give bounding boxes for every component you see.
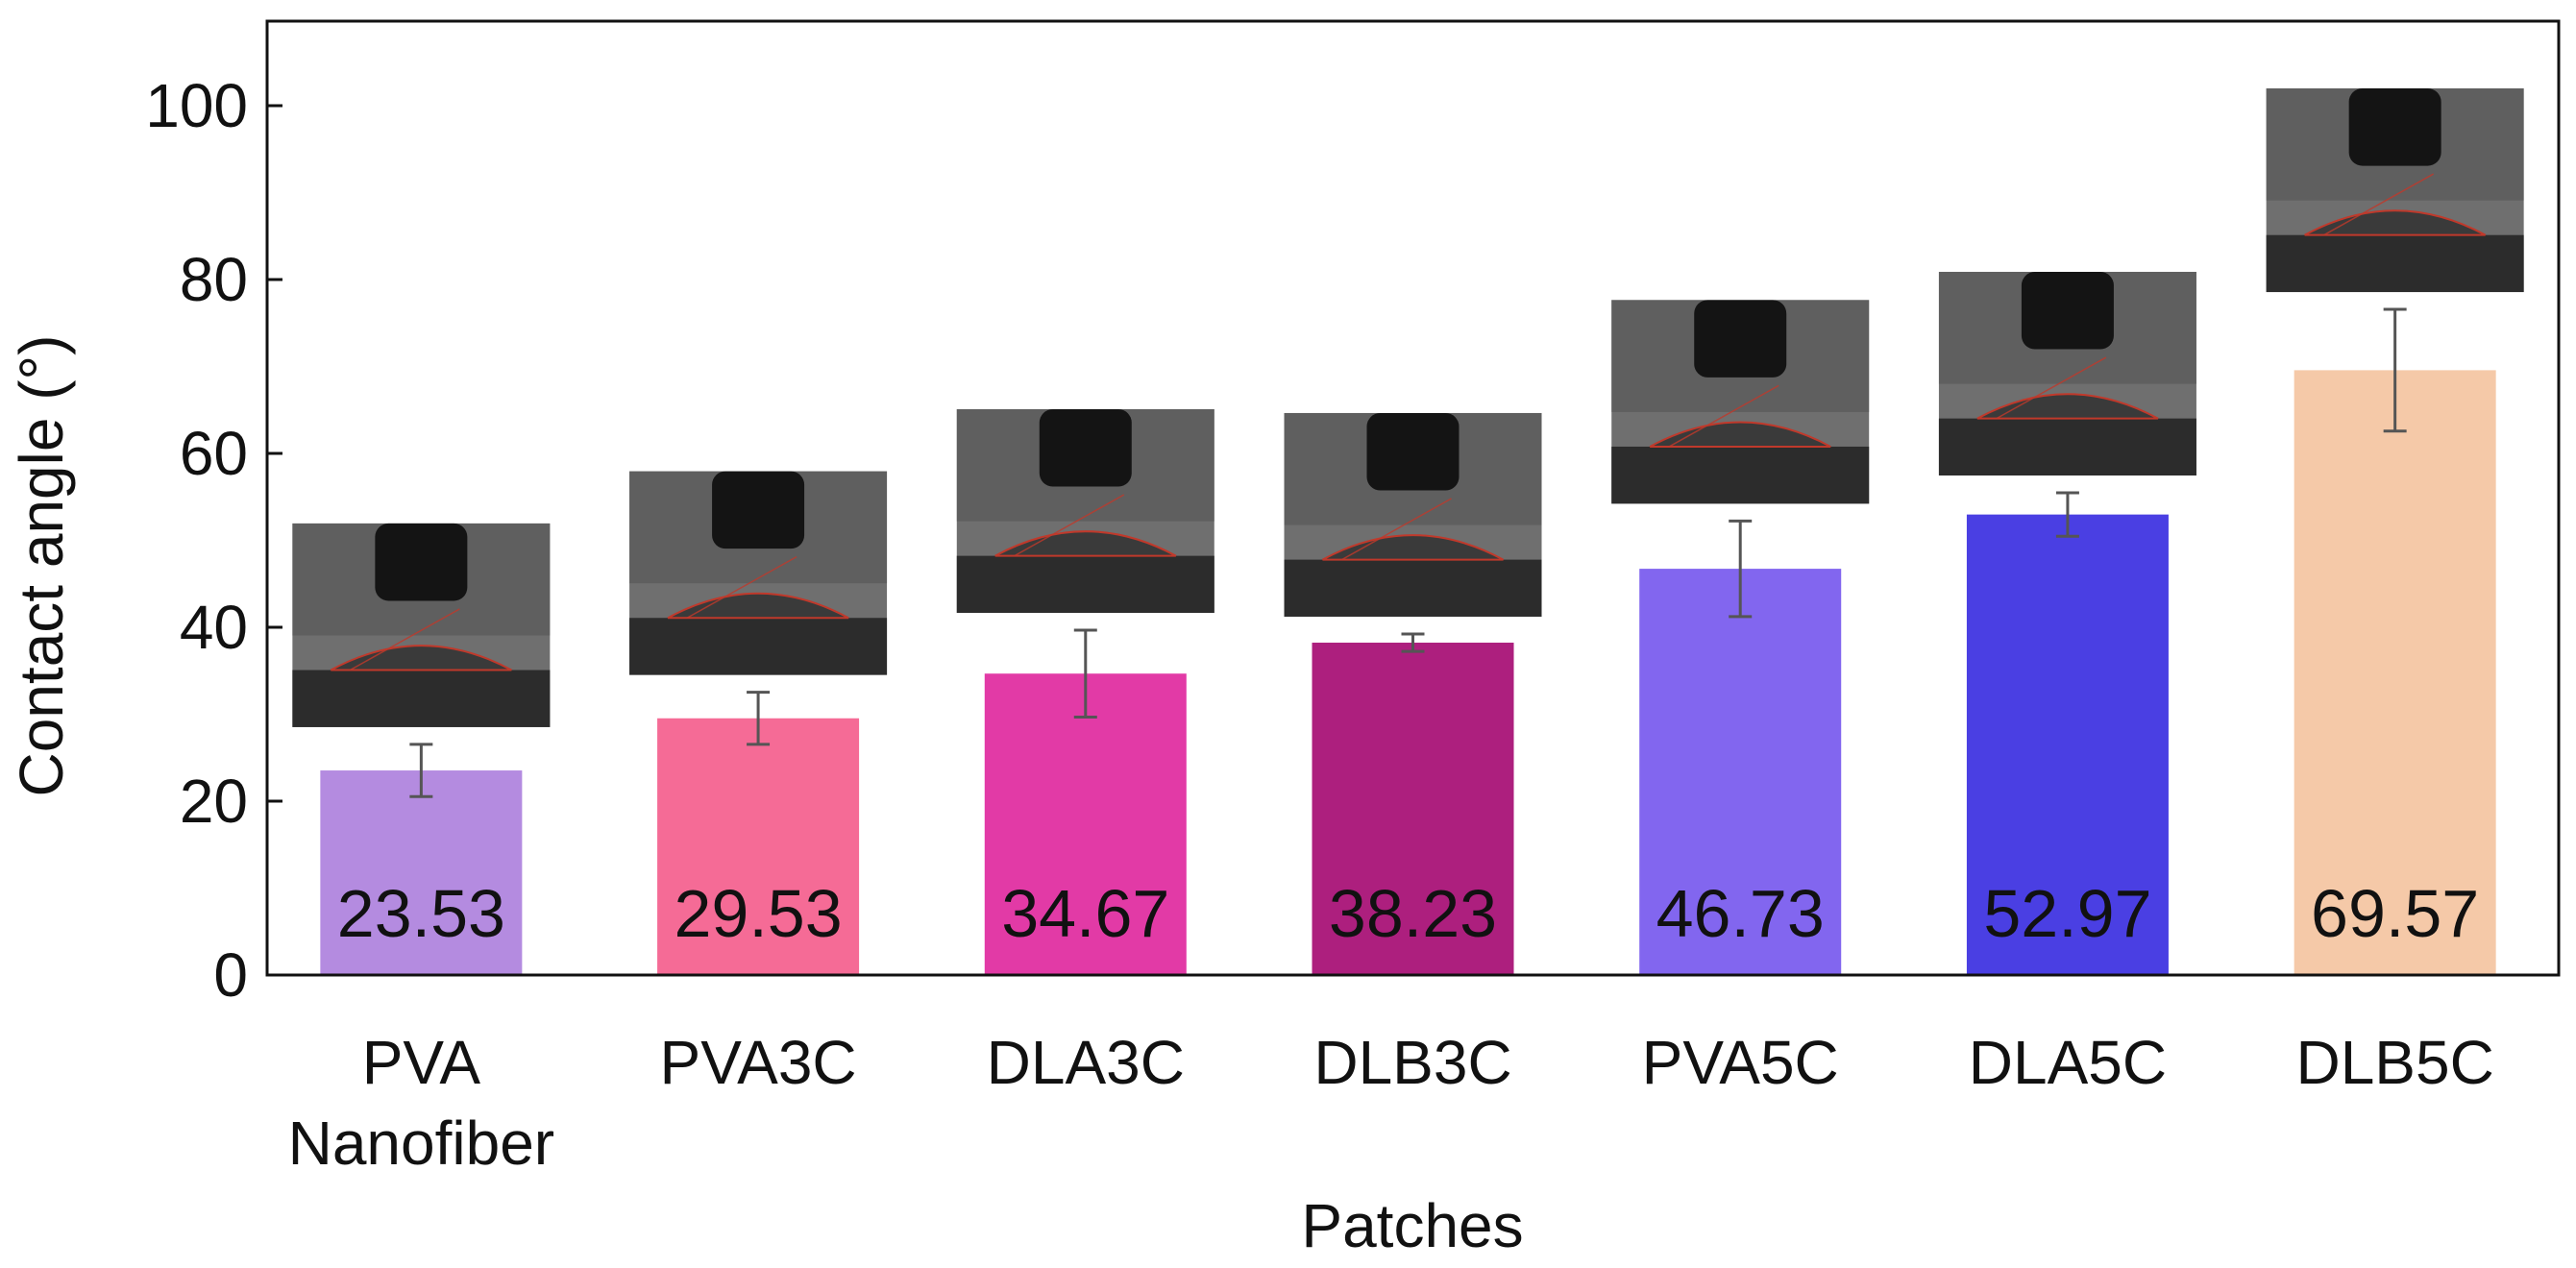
droplet-photo: [2266, 88, 2524, 293]
tangent-line: [686, 555, 797, 619]
droplet-photo: [629, 471, 888, 675]
needle: [712, 471, 805, 549]
x-axis: PVA Nanofiber PVA3C DLA3C DLB3C PVA5C DLA5C DLB…: [288, 1028, 2494, 1178]
tangent-line: [1341, 498, 1452, 561]
bar: [320, 770, 523, 975]
bar: [1639, 569, 1842, 975]
y-tick-label: 80: [180, 245, 248, 314]
droplet-photo: [1284, 412, 1542, 617]
tangent-line: [1668, 384, 1779, 448]
y-tick-label: 20: [180, 767, 248, 836]
tangent-line: [1014, 494, 1125, 557]
value-label: 38.23: [1329, 876, 1497, 951]
needle: [1366, 412, 1460, 491]
droplet: [994, 530, 1177, 557]
needle: [375, 523, 468, 601]
needle: [2348, 88, 2441, 166]
category-label: DLB3C: [1313, 1028, 1511, 1097]
category-label: Nanofiber: [288, 1109, 555, 1178]
category-label: DLB5C: [2295, 1028, 2493, 1097]
droplet: [667, 592, 849, 620]
droplet-photo: [1611, 300, 1870, 504]
droplet: [1322, 534, 1504, 561]
value-label: 52.97: [1983, 876, 2151, 951]
category-label: DLA5C: [1969, 1028, 2167, 1097]
tangent-line: [2323, 173, 2435, 236]
bars-group: [320, 370, 2496, 976]
needle: [2021, 271, 2114, 350]
droplet-insets: [292, 88, 2524, 727]
plot-frame: [265, 19, 2561, 977]
y-tick-label: 100: [145, 71, 248, 140]
droplet: [330, 645, 512, 671]
droplet: [1649, 421, 1831, 448]
category-label: DLA3C: [987, 1028, 1185, 1097]
value-label: 46.73: [1656, 876, 1825, 951]
y-tick-label: 40: [180, 593, 248, 662]
bar: [984, 673, 1187, 975]
y-axis: 0 20 40 60 80 100: [145, 71, 282, 1010]
bar: [1966, 514, 2169, 975]
bar: [1312, 643, 1514, 975]
category-label: PVA3C: [660, 1028, 857, 1097]
y-axis-title: Contact angle (°): [7, 335, 76, 797]
value-label: 69.57: [2311, 876, 2479, 951]
y-tick-label: 60: [180, 419, 248, 488]
value-label: 34.67: [1001, 876, 1169, 951]
droplet: [1976, 393, 2159, 420]
needle: [1694, 300, 1787, 378]
value-label: 29.53: [674, 876, 842, 951]
bar: [657, 718, 860, 975]
category-label: PVA: [362, 1028, 481, 1097]
value-label: 23.53: [337, 876, 505, 951]
droplet-photo: [956, 408, 1214, 613]
error-bars-group: [409, 307, 2407, 798]
category-label: PVA5C: [1642, 1028, 1839, 1097]
tangent-line: [349, 608, 460, 671]
x-axis-title: Patches: [1301, 1191, 1523, 1260]
droplet-photo: [292, 523, 551, 727]
tangent-line: [1996, 356, 2107, 420]
droplet-photo: [1938, 271, 2196, 476]
y-tick-label: 0: [213, 940, 248, 1010]
droplet: [2304, 209, 2487, 236]
bar: [2294, 370, 2496, 976]
value-labels-group: 23.53 29.53 34.67 38.23 46.73 52.97 69.57: [337, 876, 2479, 951]
needle: [1039, 408, 1132, 487]
